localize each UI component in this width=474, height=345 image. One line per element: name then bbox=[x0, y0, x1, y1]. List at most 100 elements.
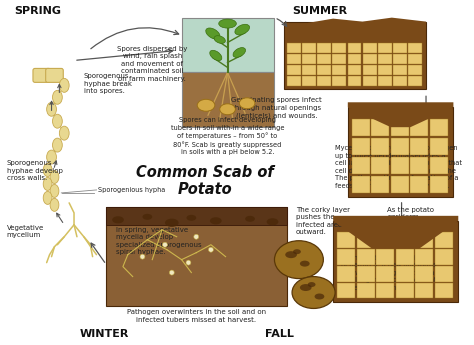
Ellipse shape bbox=[112, 216, 124, 224]
Bar bbox=[106, 207, 287, 306]
Ellipse shape bbox=[59, 126, 69, 140]
Text: FALL: FALL bbox=[265, 329, 294, 339]
Bar bbox=[376, 232, 394, 248]
Bar bbox=[337, 283, 355, 298]
Text: In spring, vegetative
mycelia develop
specialized sporogenous
spiral hyphae.: In spring, vegetative mycelia develop sp… bbox=[116, 227, 202, 255]
Bar bbox=[302, 43, 316, 53]
Bar bbox=[415, 232, 433, 248]
Bar bbox=[347, 43, 362, 53]
Ellipse shape bbox=[50, 185, 59, 197]
Bar bbox=[435, 249, 453, 265]
Text: As the first cork layer is
penetrated, a new one forms
below, repeating the cycl: As the first cork layer is penetrated, a… bbox=[341, 255, 445, 291]
Bar bbox=[352, 119, 370, 136]
Bar bbox=[371, 119, 389, 136]
Ellipse shape bbox=[315, 294, 324, 299]
Text: Germinating spores infect
through natural openings
(lenticels) and wounds.: Germinating spores infect through natura… bbox=[231, 97, 322, 119]
Bar bbox=[396, 249, 414, 265]
Bar bbox=[430, 157, 448, 174]
Bar bbox=[396, 283, 414, 298]
Bar bbox=[332, 43, 346, 53]
Ellipse shape bbox=[165, 219, 179, 227]
Text: Sporogenious hypha: Sporogenious hypha bbox=[99, 187, 166, 193]
Ellipse shape bbox=[300, 284, 311, 291]
Ellipse shape bbox=[46, 102, 56, 116]
Bar bbox=[318, 55, 331, 65]
Bar bbox=[348, 107, 454, 197]
Bar bbox=[371, 138, 389, 155]
Bar bbox=[410, 138, 428, 155]
Text: Spores can infect developing
tubers in soil with-in a wide range
of temperatures: Spores can infect developing tubers in s… bbox=[171, 117, 284, 155]
Ellipse shape bbox=[293, 249, 301, 254]
Bar bbox=[393, 43, 407, 53]
Text: Spores dispersed by
wind, rain splash
and movement of
contaminated soil
on farm : Spores dispersed by wind, rain splash an… bbox=[117, 46, 187, 81]
Ellipse shape bbox=[210, 217, 222, 224]
Bar bbox=[287, 43, 301, 53]
Bar bbox=[378, 55, 392, 65]
Ellipse shape bbox=[274, 241, 323, 278]
Bar bbox=[318, 76, 331, 86]
Bar bbox=[371, 176, 389, 193]
Bar bbox=[410, 119, 428, 136]
Bar bbox=[347, 65, 362, 76]
Bar bbox=[410, 157, 428, 174]
Bar bbox=[333, 221, 458, 303]
Bar bbox=[393, 55, 407, 65]
Bar bbox=[408, 55, 422, 65]
Bar bbox=[356, 283, 374, 298]
Bar bbox=[332, 65, 346, 76]
Bar bbox=[376, 249, 394, 265]
Ellipse shape bbox=[197, 99, 215, 111]
Ellipse shape bbox=[219, 19, 237, 28]
Bar bbox=[337, 266, 355, 282]
Bar bbox=[378, 43, 392, 53]
Bar bbox=[182, 72, 274, 127]
Ellipse shape bbox=[267, 218, 278, 225]
Bar bbox=[396, 232, 414, 248]
Bar bbox=[371, 157, 389, 174]
Circle shape bbox=[209, 247, 213, 252]
Text: Sporogenous
hyphae break
into spores.: Sporogenous hyphae break into spores. bbox=[84, 73, 132, 95]
Bar bbox=[302, 65, 316, 76]
Bar bbox=[415, 283, 433, 298]
Ellipse shape bbox=[233, 48, 246, 57]
Ellipse shape bbox=[214, 36, 225, 43]
Circle shape bbox=[163, 242, 167, 247]
Bar bbox=[287, 76, 301, 86]
Bar bbox=[347, 76, 362, 86]
Bar bbox=[356, 249, 374, 265]
Ellipse shape bbox=[53, 138, 62, 152]
Text: The pathogen
secretes a
compound that
promotes the
formation of a
corky layer.: The pathogen secretes a compound that pr… bbox=[411, 145, 462, 189]
Bar bbox=[352, 138, 370, 155]
Ellipse shape bbox=[50, 170, 59, 184]
Ellipse shape bbox=[239, 98, 255, 109]
Bar bbox=[430, 138, 448, 155]
Ellipse shape bbox=[292, 277, 335, 308]
Circle shape bbox=[186, 260, 191, 265]
Bar bbox=[430, 176, 448, 193]
Bar bbox=[182, 18, 274, 72]
Ellipse shape bbox=[43, 177, 52, 190]
Ellipse shape bbox=[206, 28, 220, 39]
Bar bbox=[415, 249, 433, 265]
Bar bbox=[332, 55, 346, 65]
Bar bbox=[347, 55, 362, 65]
Text: Sporogenous
hyphae develop
cross walls.: Sporogenous hyphae develop cross walls. bbox=[7, 160, 63, 181]
Bar bbox=[376, 283, 394, 298]
Circle shape bbox=[169, 270, 174, 275]
Bar bbox=[393, 65, 407, 76]
Ellipse shape bbox=[308, 282, 316, 287]
Bar bbox=[356, 232, 374, 248]
Bar bbox=[430, 119, 448, 136]
Text: Common Scab of
Potato: Common Scab of Potato bbox=[136, 165, 273, 197]
Text: The corky layer
pushes the
infected area
outward.: The corky layer pushes the infected area… bbox=[296, 207, 350, 235]
Bar bbox=[408, 43, 422, 53]
Ellipse shape bbox=[186, 215, 196, 221]
Circle shape bbox=[140, 254, 145, 259]
Bar bbox=[378, 65, 392, 76]
FancyBboxPatch shape bbox=[46, 68, 63, 82]
Ellipse shape bbox=[43, 191, 52, 204]
Bar bbox=[318, 65, 331, 76]
Text: Pathogen overwinters in the soil and on
infected tubers missed at harvest.: Pathogen overwinters in the soil and on … bbox=[127, 309, 266, 323]
Ellipse shape bbox=[300, 260, 310, 267]
Bar bbox=[318, 43, 331, 53]
